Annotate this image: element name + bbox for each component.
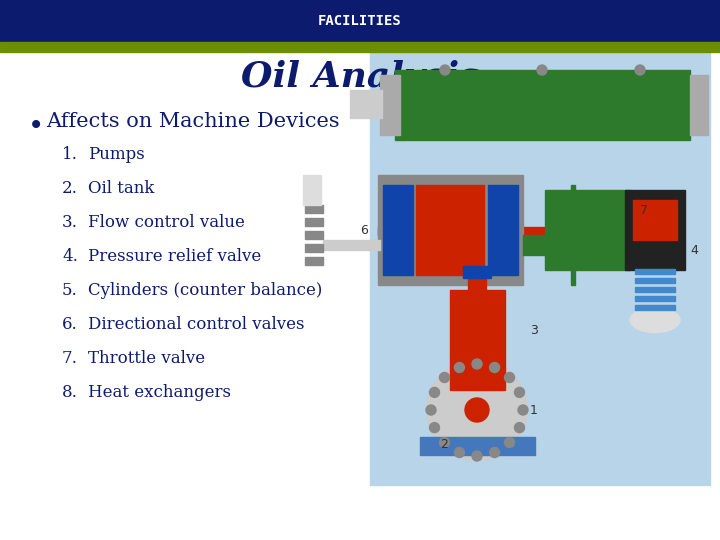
Circle shape	[518, 405, 528, 415]
Text: 3: 3	[530, 323, 538, 336]
Bar	[635, 296, 675, 301]
Text: 2.: 2.	[62, 180, 78, 197]
Bar	[635, 287, 675, 292]
Bar	[416, 185, 484, 275]
Circle shape	[430, 423, 439, 433]
Bar	[370, 25, 710, 485]
Text: Flow control value: Flow control value	[88, 214, 245, 231]
Text: 4.: 4.	[62, 248, 78, 265]
Text: 3.: 3.	[62, 214, 78, 231]
Bar	[523, 227, 625, 235]
Bar	[635, 278, 675, 283]
Text: FACILITIES: FACILITIES	[318, 14, 402, 28]
Bar	[625, 190, 685, 270]
Text: Oil Analysis: Oil Analysis	[240, 60, 480, 94]
Text: Cylinders (counter balance): Cylinders (counter balance)	[88, 282, 323, 299]
Circle shape	[515, 423, 524, 433]
Circle shape	[515, 387, 524, 397]
Bar	[633, 200, 677, 240]
Circle shape	[490, 362, 500, 373]
Circle shape	[635, 65, 645, 75]
Bar	[350, 90, 382, 118]
Bar	[488, 185, 518, 275]
Bar	[378, 175, 523, 285]
Bar	[305, 244, 323, 252]
Bar	[305, 257, 323, 265]
Bar	[305, 231, 323, 239]
Circle shape	[454, 362, 464, 373]
Text: 7.: 7.	[62, 350, 78, 367]
Text: 6: 6	[360, 224, 368, 237]
Circle shape	[472, 359, 482, 369]
Circle shape	[505, 373, 515, 382]
Text: 1: 1	[530, 403, 538, 416]
Circle shape	[439, 373, 449, 382]
Circle shape	[472, 451, 482, 461]
Text: Affects on Machine Devices: Affects on Machine Devices	[46, 112, 340, 131]
Bar	[635, 269, 675, 274]
Bar	[635, 305, 675, 310]
Bar	[380, 75, 400, 135]
Bar	[305, 218, 323, 226]
Text: 1.: 1.	[62, 146, 78, 163]
Bar	[571, 185, 575, 285]
Bar	[630, 242, 680, 250]
Bar	[575, 247, 585, 251]
Text: 2: 2	[440, 438, 448, 451]
Text: 4: 4	[690, 244, 698, 256]
Bar	[383, 185, 413, 275]
Text: Heat exchangers: Heat exchangers	[88, 384, 231, 401]
Circle shape	[454, 448, 464, 457]
Text: 8.: 8.	[62, 384, 78, 401]
Circle shape	[427, 360, 527, 460]
Bar	[450, 290, 505, 390]
Bar	[0, 0, 720, 42]
Bar	[323, 240, 380, 250]
Circle shape	[505, 437, 515, 448]
Bar	[468, 275, 486, 300]
Bar	[303, 175, 321, 205]
Text: 7: 7	[640, 204, 648, 217]
Circle shape	[537, 65, 547, 75]
Text: Pressure relief valve: Pressure relief valve	[88, 248, 261, 265]
Circle shape	[490, 448, 500, 457]
Bar	[395, 70, 690, 140]
Text: 5.: 5.	[62, 282, 78, 299]
Text: 6.: 6.	[62, 316, 78, 333]
Bar	[420, 437, 535, 455]
Ellipse shape	[630, 307, 680, 333]
Bar	[0, 42, 720, 52]
Circle shape	[465, 398, 489, 422]
Bar	[463, 266, 491, 278]
Circle shape	[430, 387, 439, 397]
Bar	[473, 260, 481, 285]
Text: Oil tank: Oil tank	[88, 180, 154, 197]
Bar	[523, 235, 573, 255]
Circle shape	[426, 405, 436, 415]
Circle shape	[439, 437, 449, 448]
Bar	[378, 227, 473, 235]
Bar	[690, 75, 708, 135]
Text: Pumps: Pumps	[88, 146, 145, 163]
Text: Throttle valve: Throttle valve	[88, 350, 205, 367]
Text: Directional control valves: Directional control valves	[88, 316, 305, 333]
Bar	[545, 190, 630, 270]
Text: •: •	[28, 112, 44, 140]
Bar	[305, 205, 323, 213]
Circle shape	[440, 65, 450, 75]
